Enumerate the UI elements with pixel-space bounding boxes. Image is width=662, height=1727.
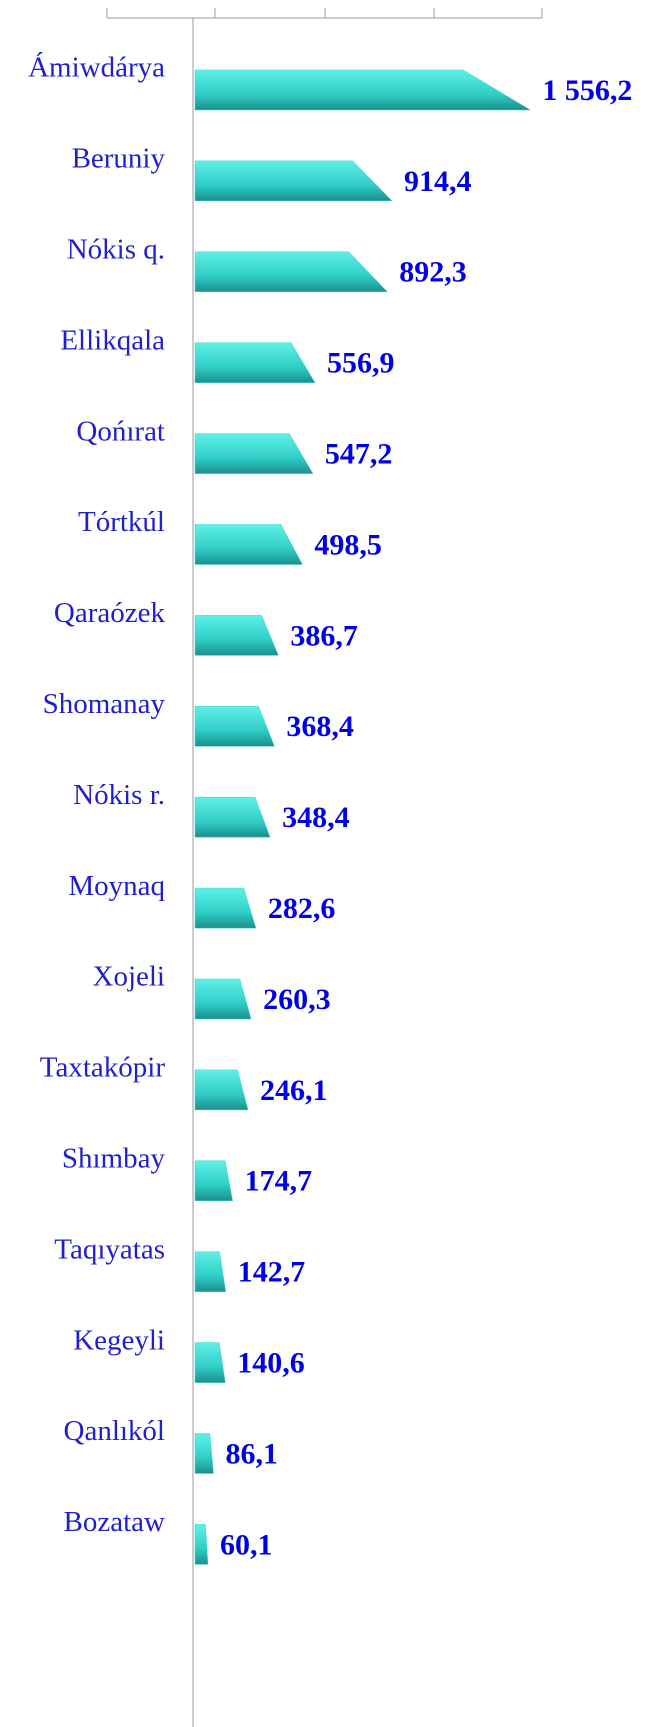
bar: [194, 1069, 249, 1111]
value-label: 140,6: [237, 1346, 305, 1379]
value-label: 174,7: [245, 1165, 312, 1198]
category-label: Moynaq: [68, 870, 165, 902]
category-label: Kegeyli: [73, 1324, 165, 1356]
category-label: Beruniy: [72, 143, 166, 175]
value-label: 60,1: [220, 1528, 272, 1561]
value-label: 368,4: [286, 710, 354, 743]
bar: [194, 1160, 233, 1202]
bar: [194, 1524, 209, 1565]
value-label: 1 556,2: [542, 74, 632, 107]
value-label: 348,4: [282, 801, 350, 834]
bar: [194, 433, 314, 474]
category-label: Nókis r.: [73, 779, 165, 811]
value-label: 86,1: [226, 1437, 279, 1470]
bar: [194, 1251, 227, 1292]
bar: [194, 69, 532, 111]
bar: [194, 524, 303, 565]
bar: [194, 342, 316, 383]
category-label: Xojeli: [93, 961, 166, 993]
value-label: 246,1: [260, 1074, 328, 1107]
bar: [194, 160, 393, 202]
category-label: Shomanay: [43, 688, 166, 720]
top-axis: [106, 8, 543, 19]
value-label: 282,6: [268, 892, 336, 925]
category-label: Qońırat: [76, 415, 165, 447]
bar: [194, 796, 271, 838]
bar: [194, 706, 275, 747]
category-label: Taxtakópir: [40, 1052, 166, 1084]
bar: [194, 251, 388, 293]
category-label: Tórtkúl: [78, 506, 165, 538]
value-label: 386,7: [290, 619, 358, 652]
category-label: Qanlıkól: [64, 1415, 166, 1447]
category-label: Shımbay: [62, 1142, 166, 1174]
value-label: 498,5: [314, 528, 382, 561]
category-label: Qaraózek: [54, 597, 166, 629]
category-label: Ellikqala: [60, 324, 165, 356]
value-label: 914,4: [404, 165, 472, 198]
bar: [194, 1342, 226, 1383]
category-label: Bozataw: [64, 1506, 166, 1538]
value-label: 556,9: [327, 347, 395, 380]
category-label: Nókis q.: [67, 233, 165, 265]
value-label: 547,2: [325, 437, 393, 470]
bar: [194, 1433, 214, 1474]
value-label: 142,7: [238, 1256, 305, 1289]
bar: [194, 615, 279, 656]
category-label: Taqıyatas: [54, 1233, 165, 1265]
bar: [194, 887, 257, 929]
value-label: 892,3: [399, 256, 467, 289]
category-label: Ámiwdárya: [28, 51, 165, 84]
bar: [194, 978, 252, 1020]
value-label: 260,3: [263, 983, 331, 1016]
